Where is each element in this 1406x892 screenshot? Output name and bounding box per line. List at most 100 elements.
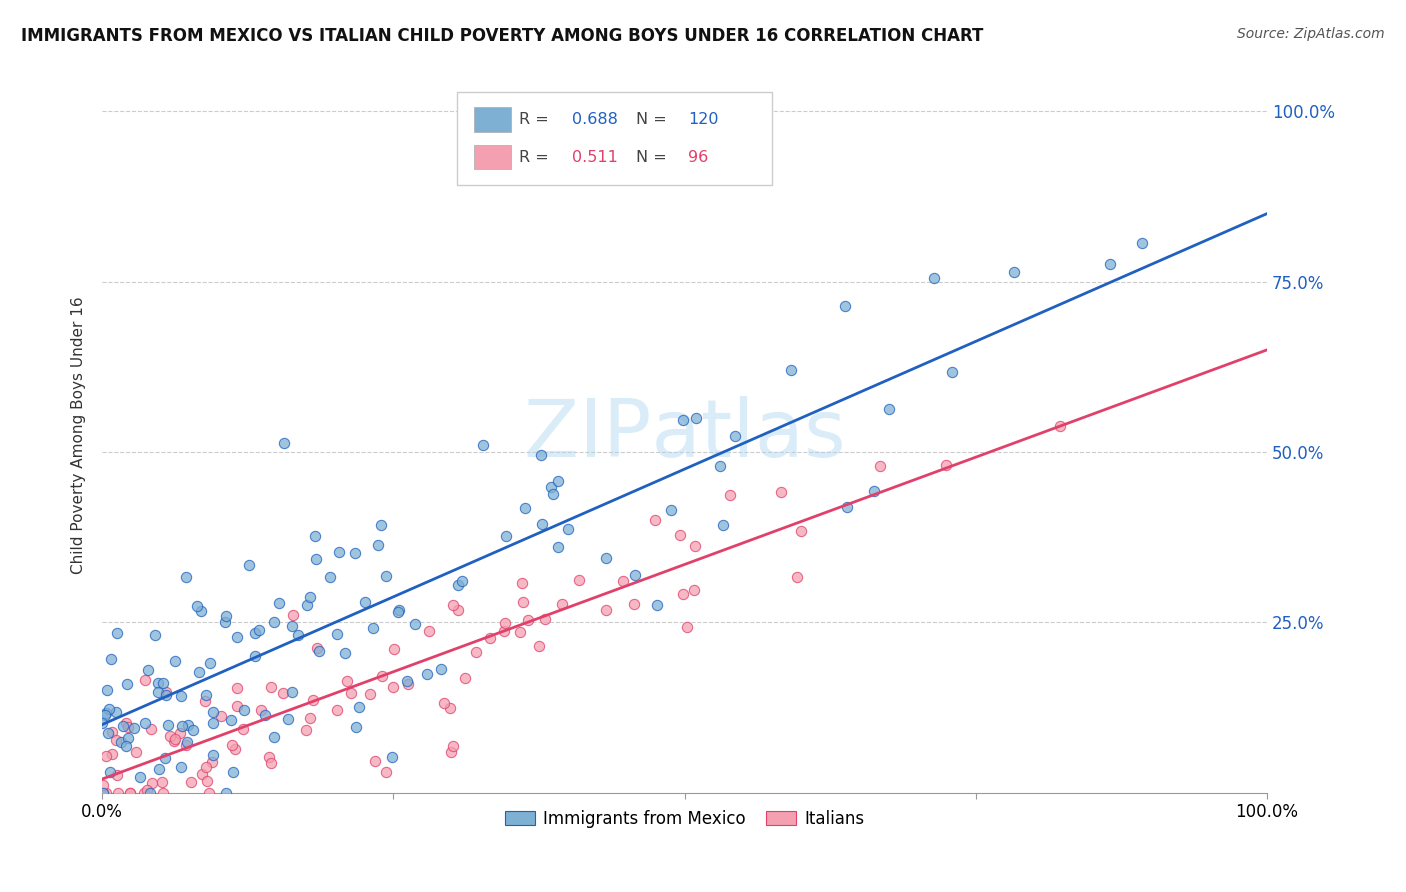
Point	[139, 722, 162, 736]
Point	[381, 750, 404, 764]
Point	[280, 619, 302, 633]
Point	[287, 628, 309, 642]
Point	[547, 541, 569, 555]
Point	[786, 570, 808, 584]
Point	[659, 503, 682, 517]
Point	[94, 786, 117, 800]
Point	[170, 689, 193, 703]
Point	[281, 607, 304, 622]
Point	[224, 742, 246, 756]
Legend: Immigrants from Mexico, Italians: Immigrants from Mexico, Italians	[498, 803, 870, 834]
Point	[105, 768, 128, 782]
Point	[387, 605, 409, 619]
Text: 0.688: 0.688	[572, 112, 617, 127]
Point	[172, 719, 194, 733]
Point	[318, 570, 340, 584]
Point	[215, 786, 238, 800]
Point	[194, 693, 217, 707]
Point	[305, 551, 328, 566]
Point	[163, 732, 186, 747]
Point	[226, 630, 249, 644]
Point	[877, 401, 900, 416]
Point	[269, 596, 291, 610]
Text: Source: ZipAtlas.com: Source: ZipAtlas.com	[1237, 27, 1385, 41]
Point	[190, 604, 212, 618]
Point	[298, 591, 321, 605]
Point	[595, 550, 617, 565]
Point	[441, 598, 464, 612]
Point	[370, 517, 392, 532]
Point	[1002, 265, 1025, 279]
Point	[683, 539, 706, 553]
Point	[1132, 235, 1154, 250]
Point	[97, 725, 120, 739]
Point	[835, 500, 858, 515]
Point	[336, 673, 359, 688]
Point	[869, 458, 891, 473]
Point	[221, 738, 243, 752]
Point	[263, 730, 285, 744]
Point	[257, 749, 280, 764]
Point	[672, 413, 695, 427]
Text: 120: 120	[688, 112, 718, 127]
Point	[447, 578, 470, 592]
Point	[169, 726, 191, 740]
Point	[94, 708, 117, 723]
Point	[551, 597, 574, 611]
Point	[152, 675, 174, 690]
Point	[157, 718, 180, 732]
Point	[375, 765, 398, 780]
Point	[107, 786, 129, 800]
Point	[232, 722, 254, 736]
Point	[344, 546, 367, 560]
FancyBboxPatch shape	[474, 145, 510, 169]
Point	[281, 685, 304, 699]
Point	[509, 624, 531, 639]
Point	[359, 687, 381, 701]
Point	[671, 587, 693, 601]
Point	[685, 410, 707, 425]
Point	[202, 747, 225, 762]
Point	[354, 595, 377, 609]
Point	[416, 666, 439, 681]
Point	[163, 654, 186, 668]
Point	[174, 570, 197, 584]
Point	[105, 706, 128, 720]
Point	[395, 673, 418, 688]
Point	[375, 569, 398, 583]
Point	[769, 485, 792, 500]
Point	[494, 615, 516, 630]
Point	[512, 595, 534, 609]
Point	[340, 685, 363, 699]
Point	[197, 786, 219, 800]
Point	[96, 683, 118, 698]
Point	[941, 366, 963, 380]
Point	[433, 697, 456, 711]
Point	[668, 528, 690, 542]
Point	[623, 597, 645, 611]
Point	[245, 648, 267, 663]
Point	[418, 624, 440, 639]
Point	[183, 723, 205, 737]
Point	[388, 603, 411, 617]
Point	[396, 676, 419, 690]
Point	[531, 517, 554, 532]
Point	[370, 669, 392, 683]
Point	[114, 716, 136, 731]
Point	[195, 688, 218, 702]
Point	[186, 599, 208, 613]
Point	[533, 612, 555, 626]
Point	[200, 656, 222, 670]
Point	[180, 775, 202, 789]
Point	[260, 681, 283, 695]
Point	[117, 731, 139, 745]
FancyBboxPatch shape	[457, 92, 772, 185]
Point	[177, 718, 200, 732]
Point	[367, 538, 389, 552]
Point	[834, 299, 856, 313]
Point	[547, 474, 569, 488]
Point	[301, 693, 323, 707]
Point	[201, 706, 224, 720]
Point	[104, 732, 127, 747]
Point	[148, 762, 170, 776]
